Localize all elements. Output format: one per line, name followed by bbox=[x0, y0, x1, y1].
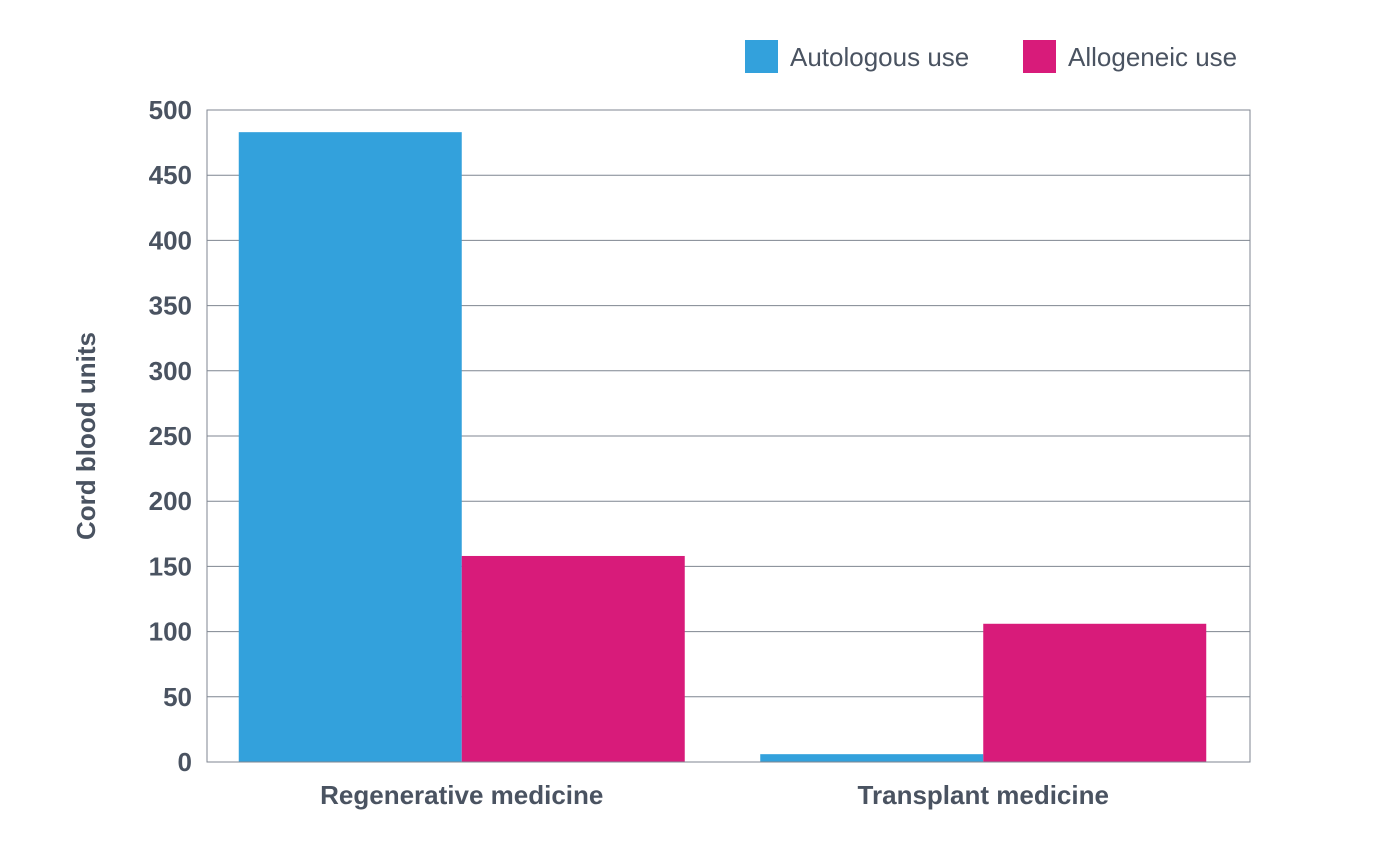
y-tick-label: 250 bbox=[149, 421, 192, 451]
y-tick-label: 200 bbox=[149, 486, 192, 516]
bar-allogeneic bbox=[461, 555, 685, 762]
y-tick-label: 450 bbox=[149, 160, 192, 190]
y-tick-label: 400 bbox=[149, 225, 192, 255]
x-category-label: Transplant medicine bbox=[858, 780, 1109, 810]
bar-allogeneic bbox=[983, 623, 1207, 762]
x-category-label: Regenerative medicine bbox=[320, 780, 603, 810]
bar-autologous bbox=[760, 754, 984, 762]
y-tick-label: 350 bbox=[149, 291, 192, 321]
x-axis-categories: Regenerative medicine Transplant medicine bbox=[320, 780, 1109, 810]
legend: Autologous use Allogeneic use bbox=[745, 40, 1237, 73]
y-tick-label: 500 bbox=[149, 95, 192, 125]
y-tick-label: 300 bbox=[149, 356, 192, 386]
bars bbox=[238, 132, 1207, 763]
y-tick-label: 50 bbox=[163, 682, 192, 712]
plot-frame bbox=[206, 109, 1251, 763]
y-tick-label: 0 bbox=[178, 747, 192, 777]
legend-label: Allogeneic use bbox=[1068, 42, 1237, 72]
legend-label: Autologous use bbox=[790, 42, 969, 72]
legend-swatch bbox=[1023, 40, 1056, 73]
y-axis-ticks: 0 50 100 150 200 250 300 350 400 450 500 bbox=[149, 95, 192, 777]
y-axis-title: Cord blood units bbox=[71, 332, 101, 540]
bar-autologous bbox=[238, 132, 462, 763]
y-tick-label: 100 bbox=[149, 617, 192, 647]
legend-swatch bbox=[745, 40, 778, 73]
y-tick-label: 150 bbox=[149, 551, 192, 581]
